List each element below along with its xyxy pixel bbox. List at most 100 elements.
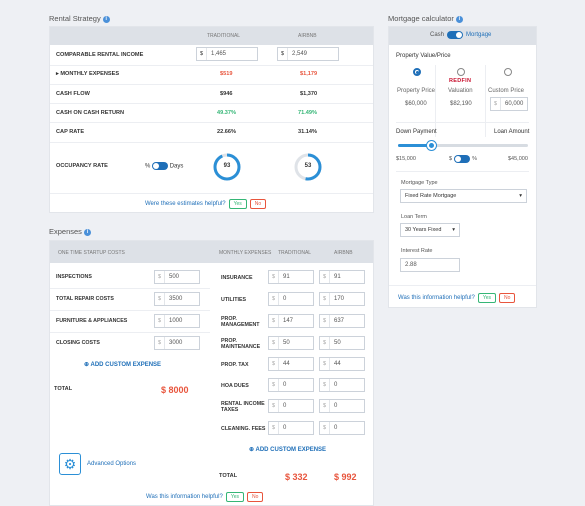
monthly-airbnb-input[interactable]: $91: [319, 270, 365, 284]
monthly-airbnb-input[interactable]: $44: [319, 357, 365, 371]
monthly-trad-input[interactable]: $0: [268, 292, 314, 306]
startup-input[interactable]: $3000: [154, 336, 200, 350]
mortgage-yes-button[interactable]: Yes: [477, 293, 496, 303]
cash-mortgage-switch[interactable]: [447, 31, 464, 39]
expenses-yes-button[interactable]: Yes: [225, 492, 244, 502]
col-traditional: TRADITIONAL: [207, 33, 241, 39]
monthly-airbnb-input[interactable]: $0: [319, 399, 365, 413]
occupancy-airbnb-value: 53: [304, 163, 312, 169]
rental-feedback: Were these estimates helpful? Yes No: [145, 199, 267, 209]
plus-circle-icon: ⊕: [84, 362, 91, 368]
valuation-value: $82,190: [450, 101, 472, 107]
monthly-header: MONTHLY EXPENSES: [219, 250, 272, 256]
mortgage-type-label: Mortgage Type: [401, 180, 438, 186]
monthly-airbnb-input[interactable]: $637: [319, 314, 365, 328]
comparable-label: COMPARABLE RENTAL INCOME: [56, 52, 144, 58]
dollar-percent-switch[interactable]: [454, 155, 471, 163]
startup-header: ONE TIME STARTUP COSTS: [58, 250, 125, 256]
add-monthly-expense-button[interactable]: ⊕ ADD CUSTOM EXPENSE: [249, 447, 327, 453]
mortgage-title: Mortgage calculator i: [388, 14, 463, 23]
coc-trad: 49.37%: [217, 110, 236, 116]
cash-mortgage-toggle[interactable]: Cash Mortgage: [430, 31, 492, 39]
add-startup-expense-button[interactable]: ⊕ ADD CUSTOM EXPENSE: [84, 362, 162, 368]
gear-icon[interactable]: ⚙: [59, 453, 81, 475]
redfin-logo: REDFIN: [449, 78, 472, 84]
loan-term-select[interactable]: 30 Years Fixed ▾: [400, 223, 460, 237]
rental-title: Rental Strategy i: [49, 14, 110, 23]
cash-flow-airbnb: $1,370: [300, 91, 318, 97]
down-unit-toggle[interactable]: $ %: [449, 155, 477, 163]
startup-label: TOTAL REPAIR COSTS: [56, 296, 114, 302]
monthly-trad-input[interactable]: $0: [268, 421, 314, 435]
loan-amount-label: Loan Amount: [494, 129, 530, 135]
monthly-airbnb-input[interactable]: $0: [319, 378, 365, 392]
advanced-options-link[interactable]: Advanced Options: [87, 461, 137, 467]
cash-flow-label: CASH FLOW: [56, 91, 90, 97]
startup-input[interactable]: $1000: [154, 314, 200, 328]
monthly-expenses-toggle[interactable]: ▸ MONTHLY EXPENSES: [56, 71, 120, 77]
loan-amount-value: $45,000: [508, 156, 528, 162]
custom-price-radio[interactable]: [504, 68, 512, 76]
startup-total-value: $ 8000: [161, 385, 189, 395]
down-payment-slider-fill: [398, 144, 431, 147]
caret-right-icon: ▸: [56, 71, 61, 77]
chevron-down-icon: ▾: [452, 227, 455, 233]
monthly-trad-input[interactable]: $91: [268, 270, 314, 284]
monthly-label: PROP. MANAGEMENT: [221, 315, 260, 329]
info-icon[interactable]: i: [102, 15, 110, 23]
down-payment-slider[interactable]: [398, 141, 528, 150]
expenses-no-button[interactable]: No: [247, 492, 264, 502]
mortgage-no-button[interactable]: No: [499, 293, 516, 303]
startup-input[interactable]: $500: [154, 270, 200, 284]
custom-price-input[interactable]: $60,000: [490, 97, 528, 111]
valuation-radio[interactable]: [457, 68, 465, 76]
monthly-expenses-airbnb: $1,179: [300, 71, 318, 77]
percent-days-switch[interactable]: [152, 162, 169, 170]
monthly-trad-input[interactable]: $44: [268, 357, 314, 371]
rental-yes-button[interactable]: Yes: [228, 199, 247, 209]
info-icon[interactable]: i: [455, 15, 463, 23]
monthly-col-airbnb: AIRBNB: [334, 250, 353, 256]
monthly-airbnb-input[interactable]: $0: [319, 421, 365, 435]
monthly-total-airbnb: $ 992: [334, 472, 357, 482]
interest-rate-input[interactable]: 2.88: [400, 258, 460, 272]
coc-label: CASH ON CASH RETURN: [56, 110, 125, 116]
comparable-trad-input[interactable]: $1,465: [196, 47, 258, 61]
monthly-trad-input[interactable]: $147: [268, 314, 314, 328]
col-airbnb: AIRBNB: [298, 33, 317, 39]
monthly-trad-input[interactable]: $0: [268, 378, 314, 392]
valuation-label: Valuation: [448, 88, 473, 94]
cap-label: CAP RATE: [56, 129, 85, 135]
mortgage-type-select[interactable]: Fixed Rate Mortgage ▾: [400, 189, 527, 203]
monthly-col-traditional: TRADITIONAL: [278, 250, 312, 256]
cap-airbnb: 31.14%: [298, 129, 317, 135]
startup-input[interactable]: $3500: [154, 292, 200, 306]
monthly-airbnb-input[interactable]: $50: [319, 336, 365, 350]
plus-circle-icon: ⊕: [249, 447, 256, 453]
monthly-trad-input[interactable]: $50: [268, 336, 314, 350]
startup-label: FURNITURE & APPLIANCES: [56, 318, 128, 324]
rental-no-button[interactable]: No: [249, 199, 267, 209]
info-icon[interactable]: i: [83, 228, 91, 236]
cash-flow-trad: $946: [220, 91, 233, 97]
custom-price-label: Custom Price: [488, 88, 525, 94]
comparable-airbnb-input[interactable]: $2,549: [277, 47, 339, 61]
monthly-total-trad: $ 332: [285, 472, 308, 482]
down-payment-slider-thumb[interactable]: [426, 141, 436, 150]
monthly-total-label: TOTAL: [219, 473, 238, 479]
expenses-feedback: Was this information helpful? Yes No: [146, 492, 264, 502]
rental-panel: TRADITIONAL AIRBNB COMPARABLE RENTAL INC…: [49, 26, 374, 213]
monthly-trad-input[interactable]: $0: [268, 399, 314, 413]
occupancy-unit-toggle[interactable]: % Days: [145, 162, 184, 170]
expenses-header: [50, 241, 373, 263]
property-price-label: Property Price: [397, 88, 436, 94]
monthly-label: PROP. MAINTENANCE: [221, 337, 261, 351]
monthly-label: UTILITIES: [221, 296, 247, 303]
rental-header: [50, 27, 373, 45]
monthly-airbnb-input[interactable]: $170: [319, 292, 365, 306]
monthly-label: CLEANING. FEES: [221, 425, 266, 432]
property-price-value: $60,000: [405, 101, 427, 107]
occupancy-label: OCCUPANCY RATE: [56, 163, 108, 169]
mortgage-feedback: Was this information helpful? Yes No: [398, 293, 516, 303]
property-price-radio[interactable]: [413, 68, 421, 76]
